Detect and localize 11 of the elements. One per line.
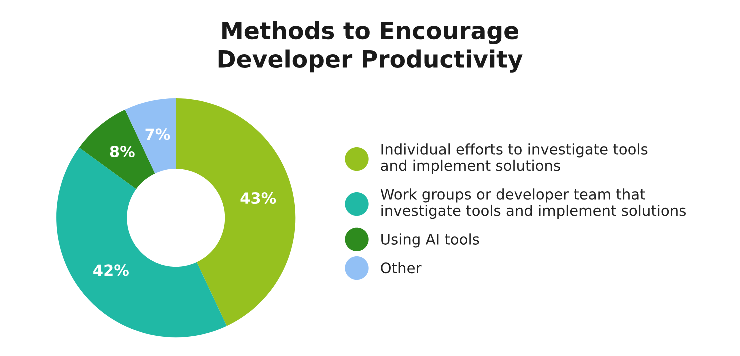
legend-label: Individual efforts to investigate tools and implement solutions (381, 144, 648, 174)
data-label: 42% (94, 264, 129, 276)
chart-title: Methods to Encourage Developer Productivity (218, 21, 523, 73)
donut-slice (56, 148, 228, 338)
legend-label: Using AI tools (382, 234, 480, 248)
legend-label: Work groups or developer team that investigate tools and implement solutions (380, 188, 686, 220)
legend-label: Other (381, 262, 422, 274)
data-label: 8% (110, 146, 135, 158)
data-label: 43% (240, 192, 276, 204)
donut-slice (176, 98, 296, 326)
data-label: 7% (146, 128, 170, 140)
